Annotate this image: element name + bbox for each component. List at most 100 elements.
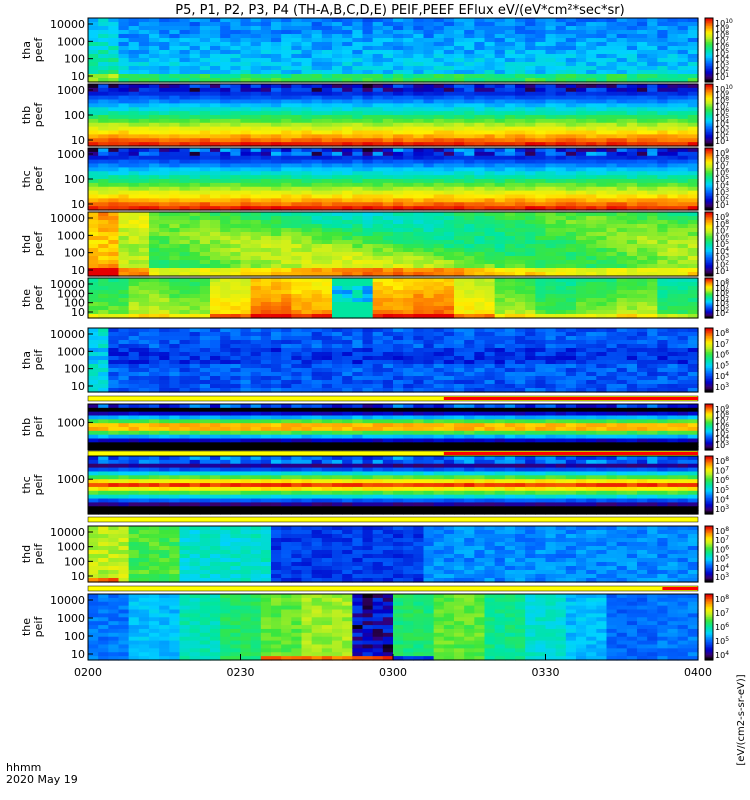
colorbar-segment bbox=[705, 45, 713, 48]
heatmap-cell bbox=[504, 216, 516, 221]
heatmap-cell bbox=[576, 74, 587, 79]
heatmap-cell bbox=[138, 344, 150, 349]
heatmap-cell bbox=[596, 212, 608, 217]
heatmap-cell bbox=[372, 30, 384, 35]
heatmap-cell bbox=[281, 134, 292, 139]
heatmap-cell bbox=[250, 216, 262, 221]
colorbar-segment bbox=[705, 293, 713, 295]
heatmap-cell bbox=[352, 190, 364, 196]
heatmap-cell bbox=[403, 142, 414, 147]
heatmap-cell bbox=[98, 34, 109, 39]
heatmap-cell bbox=[616, 126, 628, 132]
heatmap-cell bbox=[169, 190, 181, 196]
heatmap-cell bbox=[128, 58, 140, 63]
heatmap-cell bbox=[616, 22, 628, 27]
heatmap-cell bbox=[118, 54, 130, 59]
heatmap-cell bbox=[474, 306, 486, 311]
heatmap-cell bbox=[271, 294, 282, 299]
heatmap-cell bbox=[667, 182, 679, 188]
heatmap-cell bbox=[159, 306, 170, 311]
heatmap-cell bbox=[128, 95, 140, 101]
heatmap-cell bbox=[372, 240, 384, 245]
heatmap-cell bbox=[210, 310, 221, 315]
heatmap-cell bbox=[342, 228, 353, 233]
heatmap-cell bbox=[525, 111, 536, 116]
heatmap-cell bbox=[565, 216, 577, 221]
heatmap-cell bbox=[474, 155, 486, 161]
heatmap-cell bbox=[494, 151, 506, 157]
heatmap-cell bbox=[189, 302, 201, 307]
heatmap-cell bbox=[108, 368, 120, 373]
heatmap-cell bbox=[616, 282, 628, 287]
heatmap-cell bbox=[403, 264, 414, 269]
heatmap-cell bbox=[535, 278, 547, 283]
heatmap-cell bbox=[159, 38, 170, 43]
heatmap-cell bbox=[576, 306, 587, 311]
heatmap-cell bbox=[220, 206, 231, 211]
heatmap-cell bbox=[382, 236, 394, 241]
heatmap-cell bbox=[403, 103, 414, 108]
heatmap-cell bbox=[118, 186, 130, 192]
heatmap-cell bbox=[494, 126, 506, 132]
heatmap-cell bbox=[464, 22, 475, 27]
heatmap-cell bbox=[230, 111, 242, 116]
heatmap-cell bbox=[169, 159, 181, 165]
heatmap-cell bbox=[138, 248, 150, 253]
heatmap-cell bbox=[616, 260, 628, 265]
heatmap-cell bbox=[352, 142, 364, 147]
heatmap-cell bbox=[210, 66, 221, 71]
heatmap-cell bbox=[291, 194, 303, 199]
heatmap-cell bbox=[657, 290, 669, 295]
heatmap-cell bbox=[667, 252, 679, 257]
heatmap-cell bbox=[199, 336, 211, 341]
colorbar-tick-label: 104 bbox=[715, 246, 729, 256]
heatmap-cell bbox=[88, 380, 99, 385]
heatmap-cell bbox=[637, 26, 648, 31]
heatmap-cell bbox=[393, 138, 404, 143]
heatmap-cell bbox=[88, 194, 99, 199]
heatmap-cell bbox=[108, 286, 120, 291]
heatmap-cell bbox=[413, 206, 425, 211]
heatmap-cell bbox=[118, 206, 130, 211]
heatmap-cell bbox=[474, 244, 486, 249]
heatmap-cell bbox=[230, 54, 242, 59]
heatmap-cell bbox=[169, 298, 181, 303]
heatmap-cell bbox=[382, 30, 394, 35]
heatmap-cell bbox=[189, 388, 201, 393]
heatmap-cell bbox=[423, 198, 435, 203]
heatmap-cell bbox=[362, 118, 374, 124]
heatmap-cell bbox=[596, 103, 608, 108]
colorbar-tick-label: 103 bbox=[715, 60, 729, 70]
heatmap-cell bbox=[413, 155, 425, 161]
heatmap-cell bbox=[230, 22, 242, 27]
heatmap-cell bbox=[637, 224, 648, 229]
heatmap-cell bbox=[525, 252, 536, 257]
heatmap-cell bbox=[149, 336, 160, 341]
heatmap-cell bbox=[382, 206, 394, 211]
heatmap-cell bbox=[250, 198, 262, 203]
heatmap-cell bbox=[332, 212, 343, 217]
heatmap-cell bbox=[403, 182, 414, 188]
heatmap-cell bbox=[626, 171, 638, 176]
heatmap-cell bbox=[260, 268, 272, 273]
heatmap-cell bbox=[271, 87, 282, 93]
heatmap-cell bbox=[108, 151, 120, 157]
heatmap-cell bbox=[271, 179, 282, 184]
heatmap-cell bbox=[332, 216, 343, 221]
heatmap-cell bbox=[657, 298, 669, 303]
heatmap-cell bbox=[179, 206, 191, 211]
heatmap-cell bbox=[433, 118, 445, 124]
heatmap-cell bbox=[128, 244, 140, 249]
heatmap-cell bbox=[291, 171, 303, 176]
heatmap-cell bbox=[352, 260, 364, 265]
heatmap-cell bbox=[555, 58, 567, 63]
heatmap-cell bbox=[138, 151, 150, 157]
heatmap-cell bbox=[250, 314, 262, 319]
heatmap-cell bbox=[423, 206, 435, 211]
heatmap-cell bbox=[260, 224, 272, 229]
heatmap-cell bbox=[149, 314, 160, 319]
heatmap-cell bbox=[352, 206, 364, 211]
y-tick-label: 10000 bbox=[50, 212, 85, 225]
heatmap-cell bbox=[657, 220, 669, 225]
heatmap-cell bbox=[321, 224, 333, 229]
